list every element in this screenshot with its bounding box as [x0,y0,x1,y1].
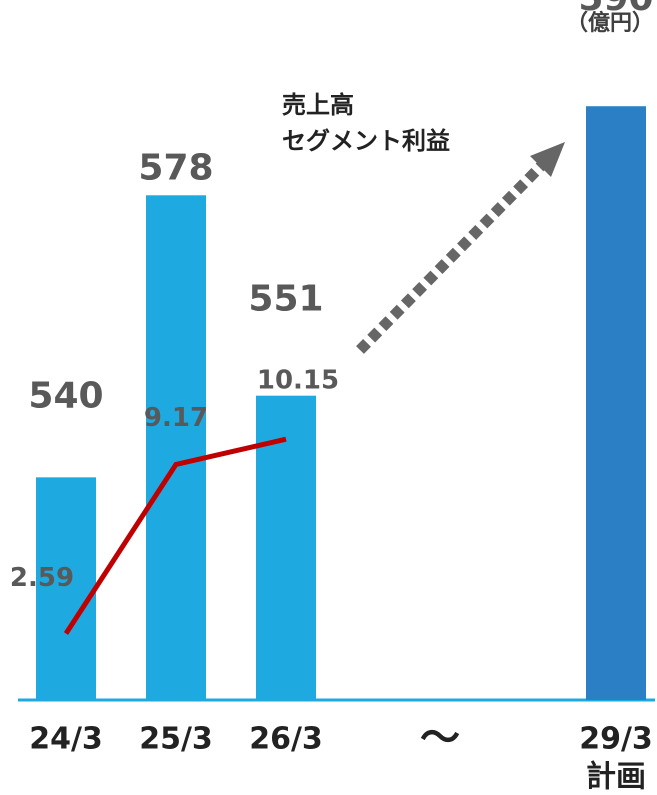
x-tick-label: 29/3 [579,722,653,757]
x-tick-label: 〜 [420,715,460,761]
bar-value-label: 540 [28,375,103,416]
unit-label: （億円） [566,10,654,36]
annotation: 売上高 [282,91,354,119]
bar [586,106,646,700]
arrow-head [530,142,565,177]
line-value-label: 9.17 [144,403,208,433]
bar-value-label: 551 [248,279,323,320]
annotation: セグメント利益 [282,127,450,155]
line-value-label: 10.15 [257,366,339,396]
bar [146,195,206,701]
x-tick-label: 24/3 [29,722,103,757]
bar-value-label: 590 [578,0,653,19]
category-note: 計画 [586,760,646,795]
bar [256,395,316,700]
x-tick-label: 25/3 [139,722,213,757]
trend-arrow [356,158,549,354]
profit-line [63,436,287,635]
line-value-label: 2.59 [10,563,74,593]
bar-value-label: 578 [138,147,213,188]
x-tick-label: 26/3 [249,722,323,757]
bar [36,477,96,700]
